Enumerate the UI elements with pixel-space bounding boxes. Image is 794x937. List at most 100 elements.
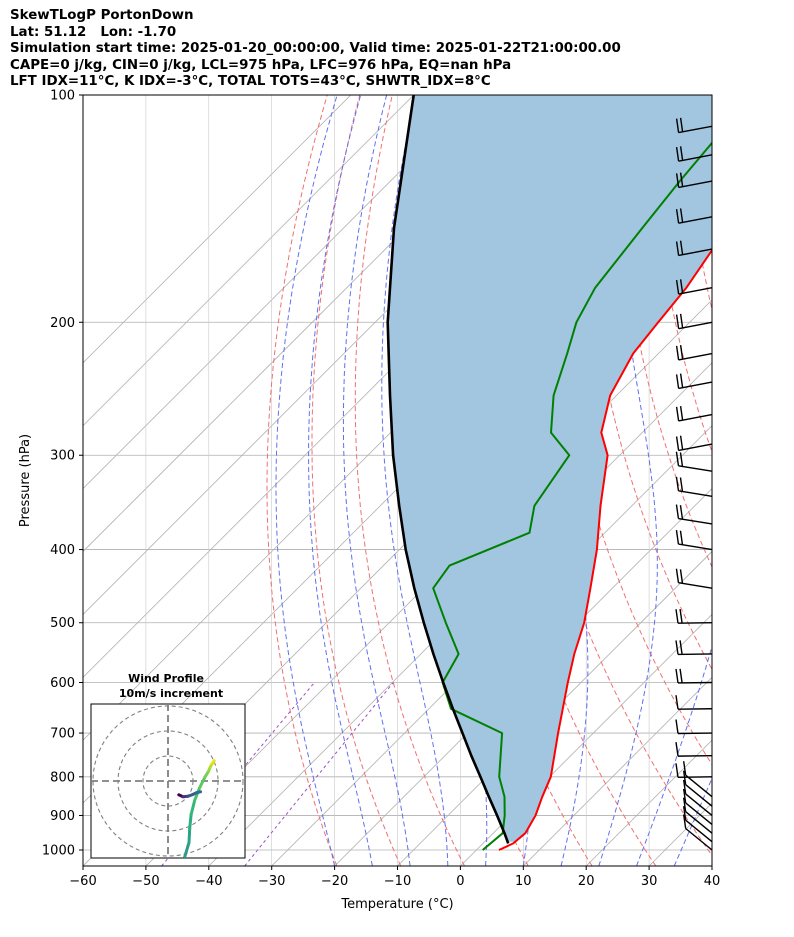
dry-adiabat [311, 95, 402, 866]
wind-barb-staff [685, 793, 713, 816]
wind-barb-flag [679, 240, 684, 255]
wind-barb [675, 742, 713, 757]
wind-barb [675, 530, 713, 551]
wind-barb-flag [682, 797, 687, 812]
wind-barb [675, 172, 713, 189]
wind-barb-staff [685, 819, 713, 843]
wind-barb-flag [679, 373, 684, 388]
chart-header: SkewTLogP PortonDown Lat: 51.12 Lon: -1.… [10, 8, 790, 91]
x-tick-label: 20 [578, 874, 595, 889]
hodograph-segment-low [194, 790, 203, 795]
wind-barb-flag [675, 451, 680, 466]
wind-barb-flag [679, 668, 683, 684]
wind-barb-flag [675, 742, 679, 757]
hodograph-segment [198, 775, 207, 790]
wind-barb-flag [675, 719, 679, 734]
isotherm-line [83, 95, 352, 364]
hodograph-segment [189, 799, 197, 817]
inset-title: Wind Profile [128, 672, 204, 685]
moist-adiabat [598, 95, 658, 866]
hodograph-segment [193, 786, 201, 803]
wind-barb-staff [678, 216, 713, 224]
x-tick-label: 40 [704, 874, 721, 889]
wind-barb-flag [679, 640, 683, 655]
isotherm-line [83, 95, 477, 490]
wind-barb-flag [675, 476, 680, 491]
wind-barb-flag [675, 668, 679, 684]
wind-barb [675, 568, 713, 589]
dry-adiabat [751, 95, 794, 866]
wind-barb-flag [675, 406, 680, 422]
y-tick-label: 700 [50, 727, 75, 742]
wind-barb [675, 609, 713, 624]
wind-barb-flag [675, 118, 680, 133]
wind-barb [682, 797, 713, 834]
wind-barb-flag [675, 568, 680, 583]
x-tick-label: −50 [132, 874, 159, 889]
wind-barb-staff [678, 180, 713, 189]
wind-barb-flag [682, 761, 687, 776]
wind-barb-flag [679, 345, 684, 360]
wind-barbs [675, 117, 713, 851]
wind-barb-staff [678, 517, 713, 525]
isotherm-line [460, 613, 712, 866]
wind-barb-staff [678, 154, 713, 162]
wind-barb [675, 117, 713, 134]
y-tick-label: 400 [50, 543, 75, 558]
y-axis-label: Pressure (hPa) [18, 434, 33, 527]
wind-barb-flag [675, 695, 679, 710]
dewpoint-line [432, 141, 712, 851]
wind-barb-flag [675, 374, 680, 389]
moist-adiabat [636, 644, 712, 866]
wind-barb-staff [678, 248, 713, 257]
wind-barb [682, 814, 713, 851]
wind-barb-flag [679, 530, 684, 545]
wind-barb-staff [685, 774, 713, 798]
dry-adiabat [513, 95, 712, 857]
wind-barb-staff [678, 413, 713, 422]
dry-adiabat [718, 95, 794, 866]
isotherm-line [271, 425, 712, 866]
indices-line-1: CAPE=0 j/kg, CIN=0 j/kg, LCL=975 hPa, LF… [10, 57, 512, 73]
inset-plot [91, 704, 245, 858]
y-tick-label: 300 [50, 449, 75, 464]
wind-barb-flag [679, 477, 684, 492]
wind-barb-flag [675, 530, 680, 545]
wind-barb-flag [682, 788, 687, 804]
wind-barb [675, 279, 713, 295]
dry-adiabat [354, 95, 465, 866]
wind-barb-staff [685, 811, 713, 834]
x-tick-label: 30 [641, 874, 658, 889]
wind-barb-flag [679, 208, 684, 223]
wind-barb [675, 313, 713, 330]
wind-barb-staff [678, 543, 713, 551]
wind-barb [675, 668, 713, 684]
wind-barb-staff [678, 465, 713, 472]
indices-line-2: LFT IDX=11°C, K IDX=-3°C, TOTAL TOTS=43°… [10, 74, 491, 90]
wind-barb-flag [675, 640, 679, 655]
isotherm-line [775, 95, 794, 866]
wind-barb-flag [679, 279, 684, 294]
wind-barb-staff [678, 490, 713, 497]
isotherm-line [83, 95, 414, 427]
dry-adiabat [584, 95, 712, 671]
wind-barb [675, 406, 713, 422]
wind-barb [675, 240, 713, 257]
wind-barb-flag [679, 609, 683, 624]
wind-barb-flag [675, 609, 679, 624]
wind-barb-staff [685, 827, 713, 851]
wind-barb-flag [675, 147, 680, 162]
chart-title: SkewTLogP PortonDown [10, 8, 194, 23]
x-axis-label: Temperature (°C) [340, 897, 453, 912]
wind-barb-flag [679, 452, 684, 467]
wind-barb-flag [682, 814, 687, 829]
wind-barb-staff [678, 321, 713, 330]
wind-barb [682, 779, 713, 816]
hodograph-segment [211, 759, 216, 765]
moist-adiabat [275, 95, 338, 866]
wind-barb-flag [675, 314, 680, 329]
x-tick-label: −60 [69, 874, 96, 889]
isotherm-line [523, 676, 712, 866]
wind-barb-staff [678, 582, 713, 589]
